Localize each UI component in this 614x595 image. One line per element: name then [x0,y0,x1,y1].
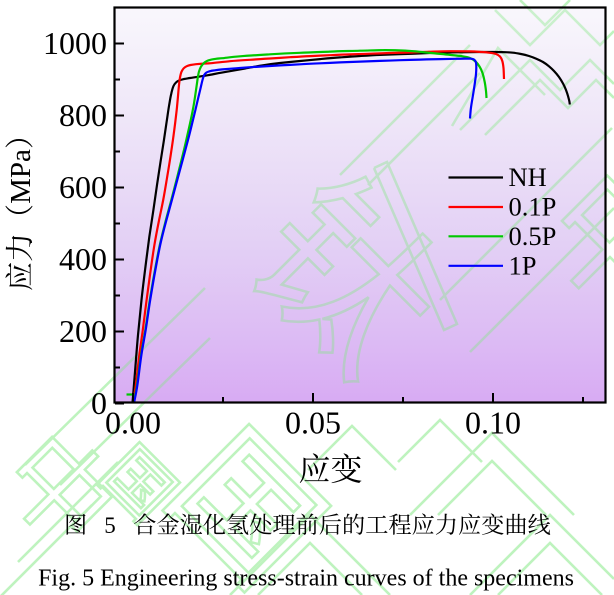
svg-text:1P: 1P [509,250,537,280]
svg-text:NH: NH [509,162,547,192]
svg-text:1000: 1000 [43,25,107,61]
svg-text:Fig. 5 Engineering stress-stra: Fig. 5 Engineering stress-strain curves … [38,566,574,592]
svg-text:0.1P: 0.1P [509,192,557,222]
svg-text:400: 400 [59,241,107,277]
svg-text:600: 600 [59,169,107,205]
svg-text:MPa: MPa [5,149,37,204]
svg-text:0: 0 [91,385,107,421]
svg-text:0.5P: 0.5P [509,221,557,251]
svg-text:0.05: 0.05 [285,405,341,441]
svg-text:0.00: 0.00 [105,405,161,441]
svg-text:0.10: 0.10 [465,405,521,441]
svg-text:800: 800 [59,97,107,133]
svg-text:5: 5 [104,513,116,538]
svg-text:200: 200 [59,313,107,349]
